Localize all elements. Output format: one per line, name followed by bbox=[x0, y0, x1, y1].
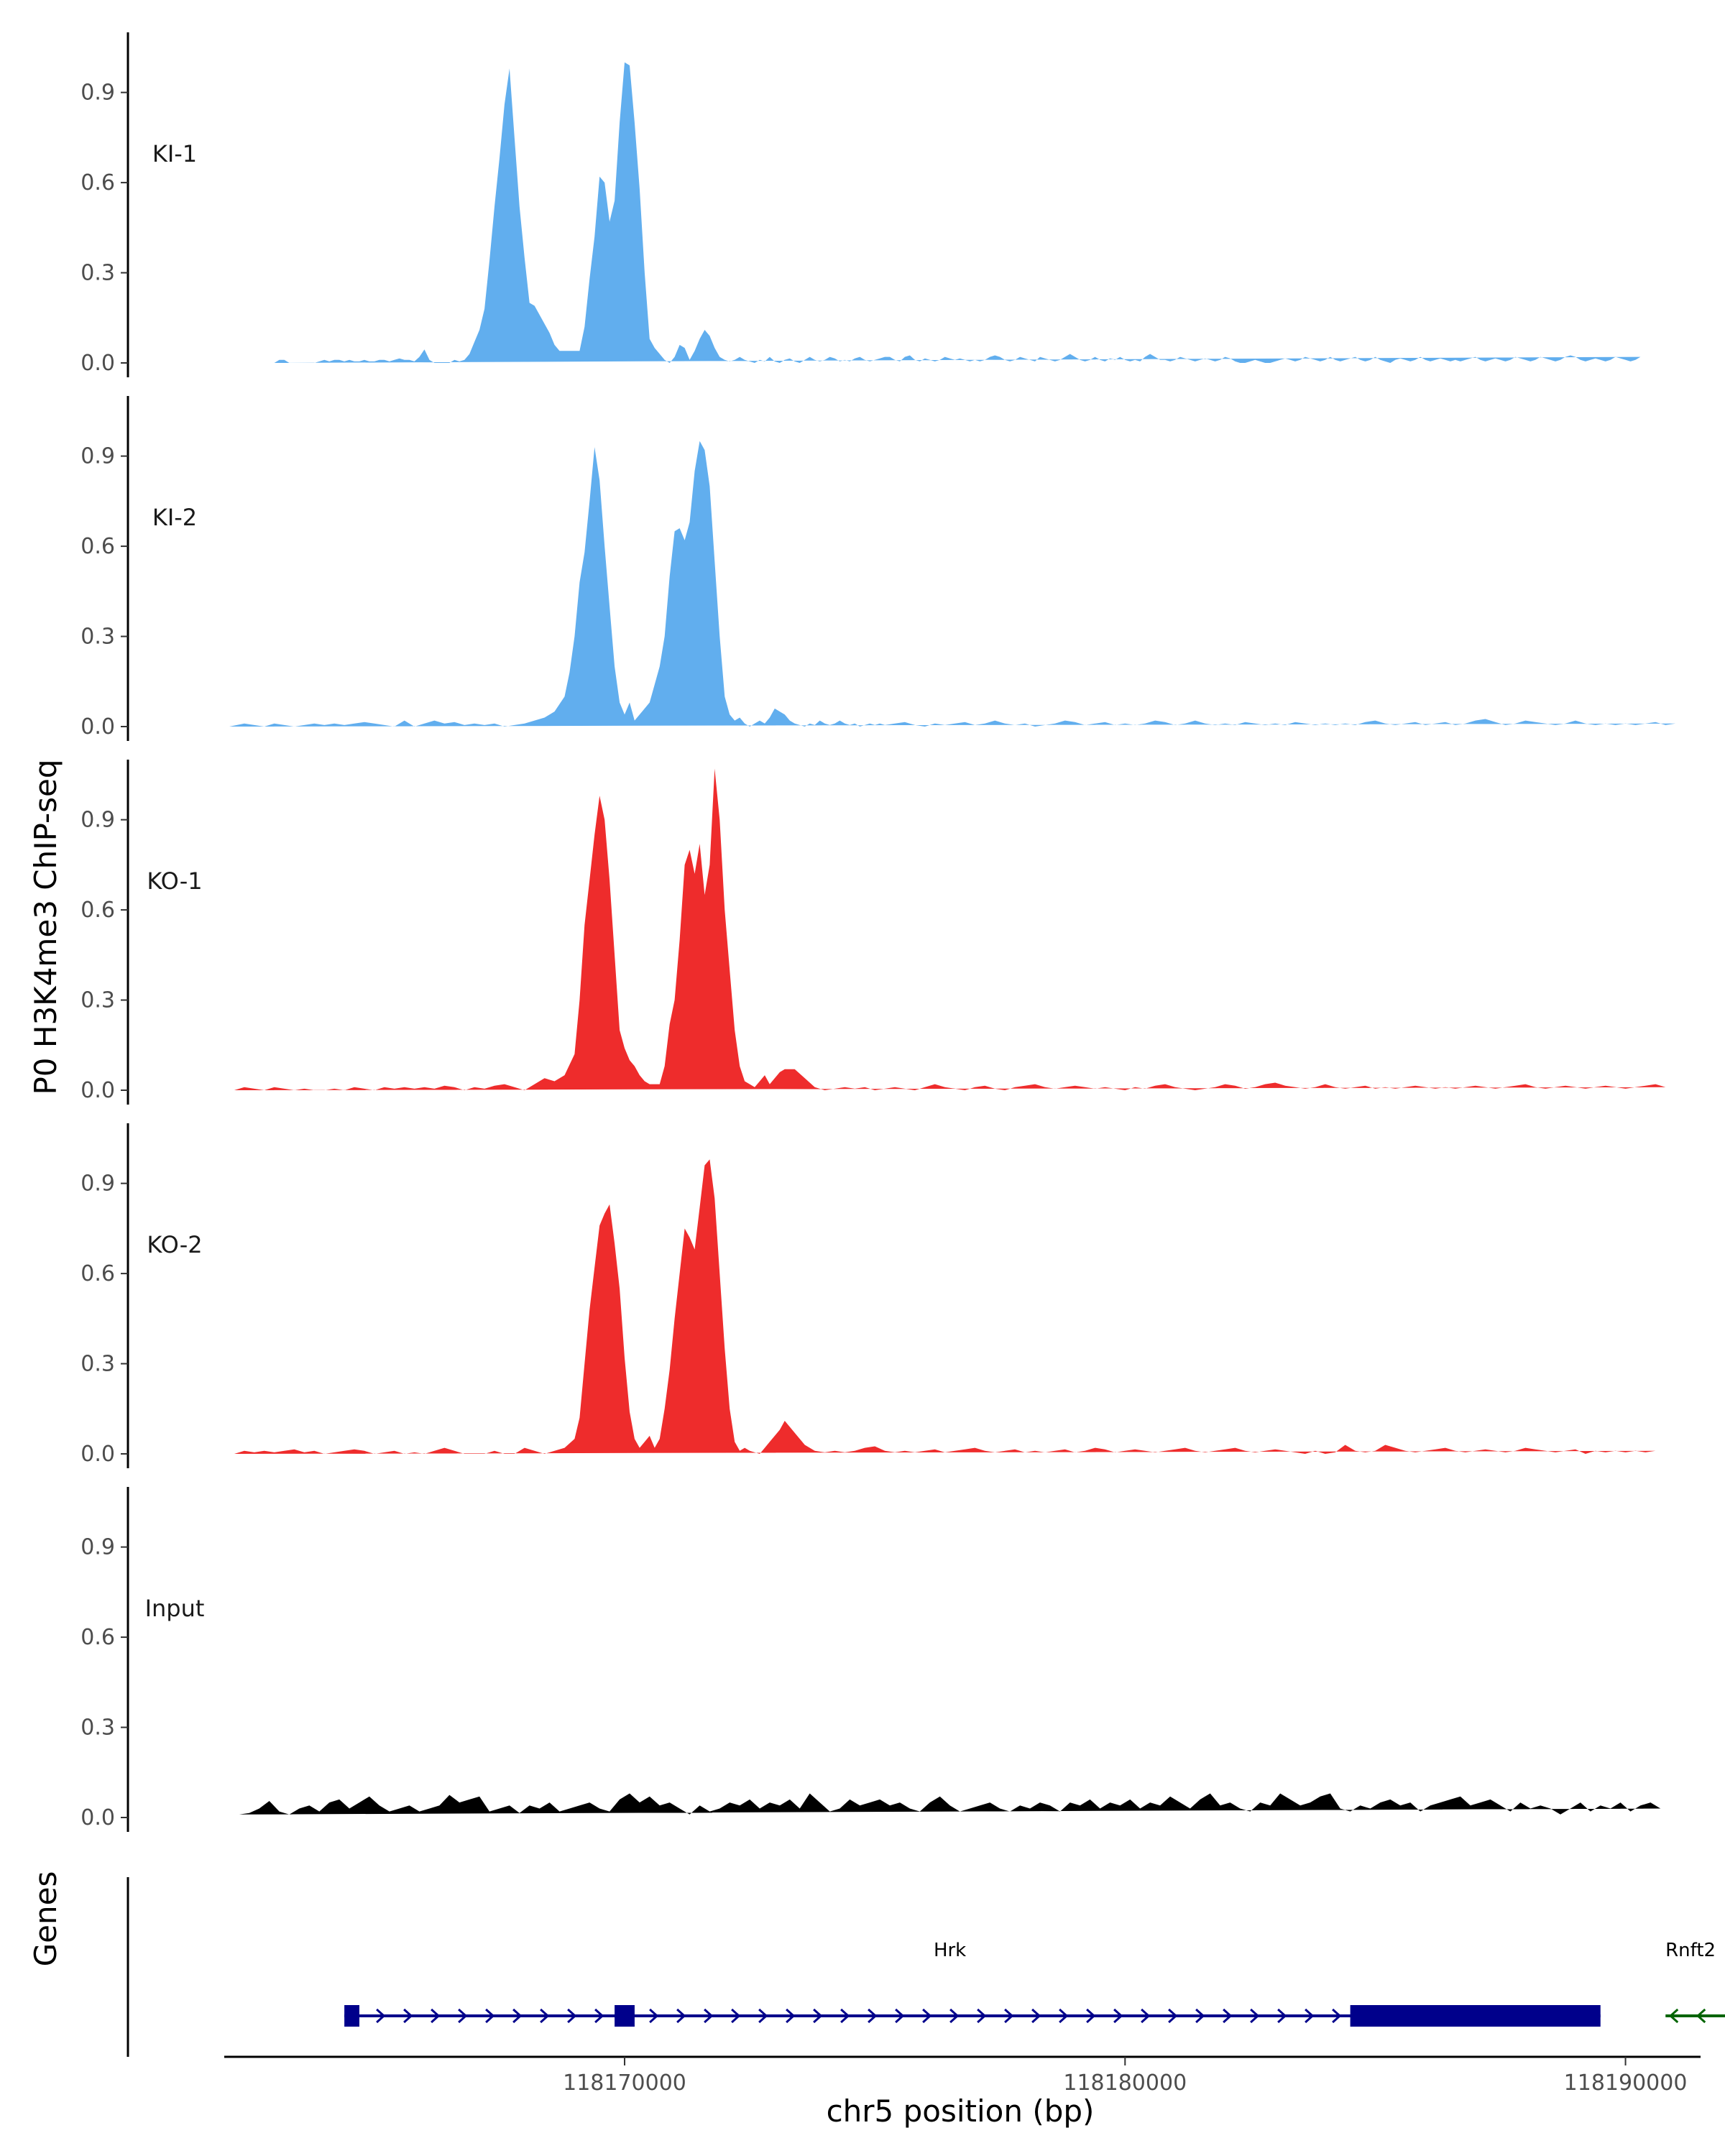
strand-arrow bbox=[1141, 2008, 1151, 2024]
strand-arrow bbox=[676, 2008, 686, 2024]
coverage-area bbox=[229, 441, 1676, 727]
track-ko-2: 0.0 0.3 0.6 0.9 KO-2 bbox=[80, 1123, 1656, 1468]
gene-label: Hrk bbox=[934, 1940, 966, 1961]
strand-arrow bbox=[813, 2008, 823, 2024]
track-label: Input bbox=[145, 1595, 205, 1622]
strand-arrow bbox=[1195, 2008, 1205, 2024]
track-input: 0.0 0.3 0.6 0.9 Input bbox=[80, 1487, 1661, 1832]
strand-arrow bbox=[895, 2008, 905, 2024]
y-tick-label: 0.9 bbox=[80, 1535, 115, 1560]
strand-arrow bbox=[786, 2008, 796, 2024]
strand-arrow bbox=[431, 2008, 441, 2024]
track-ko-1: 0.0 0.3 0.6 0.9 KO-1 bbox=[80, 760, 1666, 1105]
y-tick-label: 0.3 bbox=[80, 1715, 115, 1741]
strand-arrow bbox=[1113, 2008, 1123, 2024]
track-label: KO-1 bbox=[147, 867, 202, 895]
strand-arrow bbox=[1223, 2008, 1233, 2024]
track-label: KI-1 bbox=[152, 140, 197, 167]
track-label: KO-2 bbox=[147, 1231, 202, 1258]
track-ki-1: 0.0 0.3 0.6 0.9 KI-1 bbox=[80, 32, 1641, 377]
strand-arrow bbox=[758, 2008, 768, 2024]
track-ki-2: 0.0 0.3 0.6 0.9 KI-2 bbox=[80, 396, 1676, 741]
strand-arrow bbox=[512, 2008, 523, 2024]
genes-panel-title: Genes bbox=[28, 1871, 63, 1967]
exon bbox=[344, 2005, 359, 2027]
strand-arrow bbox=[731, 2008, 741, 2024]
gene-label: Rnft2 bbox=[1665, 1940, 1716, 1961]
strand-arrow bbox=[1168, 2008, 1178, 2024]
strand-arrow bbox=[376, 2008, 386, 2024]
x-tick-label: 118170000 bbox=[563, 2070, 686, 2096]
gene-rnft2: Rnft2 bbox=[1665, 1940, 1725, 2024]
strand-arrow bbox=[704, 2008, 714, 2024]
strand-arrow bbox=[1086, 2008, 1096, 2024]
y-tick-label: 0.6 bbox=[80, 170, 115, 195]
strand-arrow bbox=[594, 2008, 604, 2024]
y-tick-label: 0.6 bbox=[80, 898, 115, 923]
strand-arrow bbox=[868, 2008, 878, 2024]
y-tick-label: 0.9 bbox=[80, 80, 115, 106]
strand-arrow bbox=[1332, 2008, 1342, 2024]
strand-arrow bbox=[458, 2008, 468, 2024]
strand-arrow bbox=[1696, 2008, 1706, 2024]
strand-arrow bbox=[403, 2008, 413, 2024]
y-tick-label: 0.9 bbox=[80, 444, 115, 469]
coverage-area bbox=[234, 1159, 1656, 1454]
strand-arrow bbox=[485, 2008, 495, 2024]
x-tick-label: 118180000 bbox=[1063, 2070, 1187, 2096]
genes-panel: Genes Hrk Rnft2 bbox=[28, 1871, 1725, 2057]
gene-hrk: Hrk bbox=[344, 1940, 1601, 2027]
y-tick-label: 0.3 bbox=[80, 625, 115, 650]
track-label: KI-2 bbox=[152, 504, 197, 531]
y-tick-label: 0.3 bbox=[80, 988, 115, 1013]
y-tick-label: 0.9 bbox=[80, 808, 115, 833]
strand-arrow bbox=[1305, 2008, 1315, 2024]
y-tick-label: 0.0 bbox=[80, 1805, 115, 1830]
coverage-area bbox=[239, 1793, 1661, 1815]
y-tick-label: 0.0 bbox=[80, 1442, 115, 1467]
strand-arrow bbox=[567, 2008, 577, 2024]
exon bbox=[615, 2005, 635, 2027]
strand-arrow bbox=[1059, 2008, 1069, 2024]
coverage-area bbox=[234, 768, 1666, 1090]
strand-arrow bbox=[1031, 2008, 1041, 2024]
coverage-area bbox=[274, 62, 1641, 364]
strand-arrow bbox=[922, 2008, 932, 2024]
y-tick-label: 0.3 bbox=[80, 261, 115, 286]
strand-arrow bbox=[977, 2008, 987, 2024]
y-tick-label: 0.0 bbox=[80, 1078, 115, 1103]
y-tick-label: 0.6 bbox=[80, 1261, 115, 1286]
strand-arrow bbox=[540, 2008, 550, 2024]
strand-arrow bbox=[840, 2008, 850, 2024]
strand-arrow bbox=[1004, 2008, 1014, 2024]
exon bbox=[1350, 2005, 1601, 2027]
y-tick-label: 0.6 bbox=[80, 1625, 115, 1650]
strand-arrow bbox=[1277, 2008, 1287, 2024]
x-axis: chr5 position (bp) 118170000 118180000 118… bbox=[224, 2055, 1701, 2129]
y-tick-label: 0.9 bbox=[80, 1171, 115, 1197]
strand-arrow bbox=[1250, 2008, 1260, 2024]
y-tick-label: 0.0 bbox=[80, 714, 115, 740]
tracks-layer: 0.00.30.60.9KI-10.00.30.60.9KI-20.00.30.… bbox=[80, 32, 1676, 1832]
y-axis-title: P0 H3K4me3 ChIP-seq bbox=[28, 759, 63, 1095]
strand-arrow bbox=[949, 2008, 960, 2024]
y-tick-label: 0.3 bbox=[80, 1352, 115, 1377]
x-tick-label: 118190000 bbox=[1564, 2070, 1688, 2096]
y-tick-label: 0.0 bbox=[80, 351, 115, 376]
strand-arrow bbox=[649, 2008, 659, 2024]
y-tick-label: 0.6 bbox=[80, 534, 115, 559]
x-axis-title: chr5 position (bp) bbox=[827, 2093, 1095, 2129]
strand-arrow bbox=[1669, 2008, 1679, 2024]
